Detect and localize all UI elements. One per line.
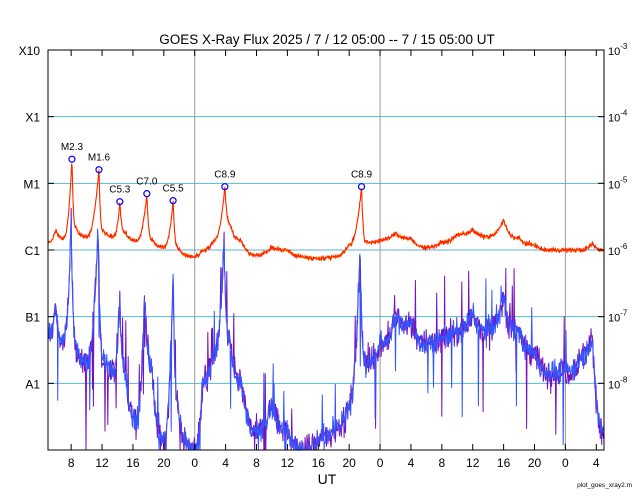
flare-label: C8.9 — [351, 170, 373, 181]
x-tick-label: 12 — [95, 456, 109, 470]
flare-label: C7.0 — [136, 177, 158, 188]
x-tick-label: 4 — [593, 456, 600, 470]
x-tick-label: 4 — [408, 456, 415, 470]
flare-label: C5.5 — [163, 184, 185, 195]
right-tick-exponent: -4 — [620, 109, 628, 118]
x-tick-label: 12 — [281, 456, 295, 470]
class-label: M1 — [23, 177, 40, 191]
flare-marker — [116, 198, 124, 206]
x-tick-label: 20 — [528, 456, 542, 470]
x-tick-label: 16 — [312, 456, 326, 470]
right-tick-exponent: -6 — [620, 242, 628, 251]
right-tick-exponent: -8 — [620, 375, 628, 384]
x-tick-label: 8 — [438, 456, 445, 470]
long-channel-line — [47, 163, 605, 262]
flare-marker — [95, 166, 103, 174]
x-tick-label: 0 — [191, 456, 198, 470]
flare-layer: M2.3 M1.6 C5.3 C7.0 C5.5 C8.9 C8.9 — [61, 142, 373, 206]
series-layer — [47, 163, 605, 452]
flare-marker — [169, 197, 177, 205]
x-tick-label: 4 — [222, 456, 229, 470]
class-label: C1 — [25, 244, 41, 258]
flare-label: C5.3 — [109, 185, 131, 196]
flare-label: C8.9 — [214, 170, 236, 181]
right-tick-exponent: -7 — [620, 309, 628, 318]
flare-marker — [143, 190, 151, 198]
x-tick-label: 0 — [377, 456, 384, 470]
x-tick-label: 20 — [157, 456, 171, 470]
flare-label: M1.6 — [88, 153, 111, 164]
x-tick-label: 8 — [253, 456, 260, 470]
right-tick-exponent: -5 — [620, 175, 628, 184]
flare-label: M2.3 — [61, 142, 84, 153]
x-tick-label: 8 — [68, 456, 75, 470]
class-label: X10 — [19, 44, 41, 58]
plot-credit: plot_goes_xray2.m — [577, 482, 632, 489]
flare-marker — [68, 155, 76, 163]
x-tick-label: 16 — [497, 456, 511, 470]
x-axis-label: UT — [318, 471, 337, 487]
chart-title: GOES X-Ray Flux 2025 / 7 / 12 05:00 -- 7… — [159, 32, 494, 47]
x-tick-label: 0 — [562, 456, 569, 470]
flare-marker — [221, 183, 229, 191]
x-tick-label: 12 — [466, 456, 480, 470]
flare-marker — [357, 183, 366, 191]
class-label: X1 — [25, 111, 40, 125]
x-tick-label: 16 — [126, 456, 140, 470]
short-channel-line — [47, 214, 605, 452]
class-label: B1 — [25, 311, 40, 325]
x-tick-label: 20 — [342, 456, 356, 470]
right-tick-exponent: -3 — [620, 42, 628, 51]
grid-layer — [48, 50, 604, 450]
class-label: A1 — [25, 377, 40, 391]
